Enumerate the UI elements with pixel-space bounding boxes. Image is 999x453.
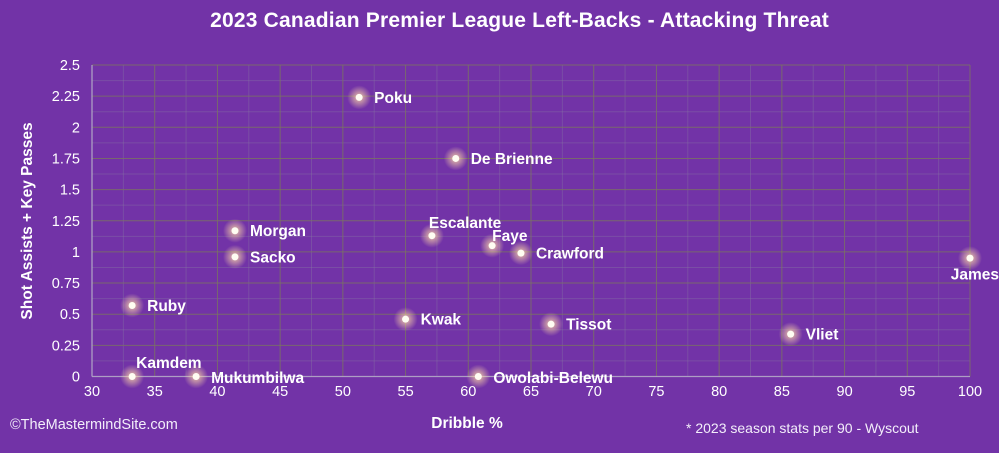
watermark: ©TheMastermindSite.com xyxy=(10,417,178,433)
data-point: Mukumbilwa xyxy=(184,364,304,389)
x-tick-label: 90 xyxy=(837,384,853,400)
data-point-label: Ruby xyxy=(147,298,186,315)
data-point-label: Kamdem xyxy=(136,355,201,372)
data-point-marker xyxy=(128,301,136,309)
data-point-marker xyxy=(488,242,496,250)
data-point-marker xyxy=(128,373,136,380)
data-point-label: Vliet xyxy=(806,327,839,344)
y-tick-label: 0.5 xyxy=(60,307,80,323)
x-tick-label: 35 xyxy=(147,384,163,400)
x-tick-label: 50 xyxy=(335,384,351,400)
data-point-marker xyxy=(517,249,525,257)
data-point-label: Faye xyxy=(492,228,528,245)
chart-title: 2023 Canadian Premier League Left-Backs … xyxy=(210,9,829,32)
y-tick-label: 1 xyxy=(72,245,80,261)
data-point-marker xyxy=(452,154,460,162)
x-tick-label: 45 xyxy=(272,384,288,400)
data-point-label: Crawford xyxy=(536,246,604,263)
data-point-label: Sacko xyxy=(250,249,296,266)
y-tick-label: 0.75 xyxy=(52,276,80,292)
x-axis-title: Dribble % xyxy=(431,415,503,432)
data-point: Tissot xyxy=(539,312,611,337)
data-point-marker xyxy=(231,227,239,235)
x-tick-label: 55 xyxy=(398,384,414,400)
x-tick-label: 40 xyxy=(209,384,225,400)
x-tick-label: 65 xyxy=(523,384,539,400)
x-tick-label: 70 xyxy=(586,384,602,400)
x-tick-label: 30 xyxy=(84,384,100,400)
x-tick-label: 75 xyxy=(648,384,664,400)
data-point-marker xyxy=(402,315,410,323)
y-tick-label: 2 xyxy=(72,120,80,136)
data-point-marker xyxy=(428,232,436,240)
data-point: Faye xyxy=(480,228,528,258)
x-tick-label: 80 xyxy=(711,384,727,400)
data-point-marker xyxy=(231,253,239,261)
x-tick-label: 95 xyxy=(899,384,915,400)
data-point-marker xyxy=(474,373,482,380)
data-point-label: De Brienne xyxy=(471,151,553,168)
y-tick-label: 2.5 xyxy=(60,58,80,74)
data-point-marker xyxy=(355,93,363,101)
data-point: Morgan xyxy=(222,218,306,243)
y-tick-label: 1.75 xyxy=(52,151,80,167)
data-point-label: Tissot xyxy=(566,317,611,334)
x-tick-label: 85 xyxy=(774,384,790,400)
y-axis-title: Shot Assists + Key Passes xyxy=(19,122,36,320)
data-point-label: Kwak xyxy=(421,312,462,329)
data-point-label: Owolabi-Belewu xyxy=(493,370,613,387)
x-tick-label: 60 xyxy=(460,384,476,400)
data-point: James xyxy=(951,246,999,284)
data-point: Vliet xyxy=(778,322,839,347)
data-point-label: Escalante xyxy=(429,215,502,232)
y-tick-label: 1.5 xyxy=(60,183,80,199)
y-tick-label: 0.25 xyxy=(52,338,80,354)
y-tick-label: 0 xyxy=(72,370,80,386)
data-point-label: Mukumbilwa xyxy=(211,370,304,387)
data-point: Owolabi-Belewu xyxy=(466,364,613,389)
data-point-label: Poku xyxy=(374,90,412,107)
axis-lines xyxy=(91,65,970,378)
y-tick-label: 2.25 xyxy=(52,89,80,105)
x-tick-label: 100 xyxy=(958,384,982,400)
data-point-marker xyxy=(966,254,974,262)
data-point: De Brienne xyxy=(443,146,553,171)
data-point-marker xyxy=(787,330,795,338)
data-point: Poku xyxy=(347,85,412,110)
data-point: Escalante xyxy=(419,215,502,248)
stats-source-note: * 2023 season stats per 90 - Wyscout xyxy=(686,420,919,436)
data-point: Sacko xyxy=(222,244,296,269)
data-point-label: James xyxy=(951,267,999,284)
y-tick-label: 1.25 xyxy=(52,214,80,230)
data-point: Kwak xyxy=(393,307,462,332)
data-point-marker xyxy=(192,373,200,380)
data-point: Crawford xyxy=(508,241,604,266)
data-point: Ruby xyxy=(120,293,186,318)
tick-labels: 30 35 40 45 50 55 60 65 70 75 80 85 90 95 100 0 0.25 0.5 0… xyxy=(52,58,982,400)
data-point-marker xyxy=(547,320,555,328)
data-point-label: Morgan xyxy=(250,223,306,240)
data-point: Kamdem xyxy=(120,355,202,389)
